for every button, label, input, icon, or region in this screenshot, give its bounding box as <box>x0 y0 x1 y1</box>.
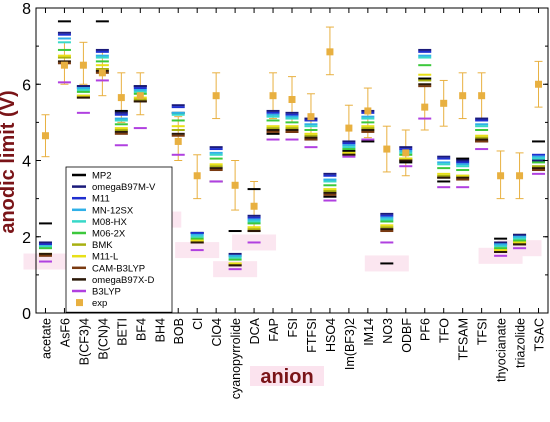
y-tick-label: 6 <box>22 77 31 94</box>
x-axis-title-highlight <box>250 366 324 386</box>
x-tick-label: PF6 <box>419 318 433 341</box>
x-tick-label: FTFSI <box>305 318 319 353</box>
x-tick-label: BH4 <box>153 318 167 342</box>
x-tick-label: BF4 <box>134 318 148 341</box>
exp-marker <box>345 124 353 132</box>
legend-label: MN-12SX <box>92 205 134 216</box>
legend-label: BMK <box>92 240 113 251</box>
exp-marker <box>326 48 334 56</box>
exp-marker <box>41 132 49 140</box>
legend: MP2omegaB97M-VM11MN-12SXM08-HXM06-2XBMKM… <box>65 166 173 313</box>
x-tick-label: Im(BF3)2 <box>343 318 357 370</box>
y-axis-title: anodic limit (V) <box>0 90 19 233</box>
x-tick-label: Cl <box>191 318 205 330</box>
y-tick-label: 2 <box>22 230 31 247</box>
exp-marker <box>193 172 201 180</box>
x-tick-label: DCA <box>248 317 262 344</box>
x-tick-label: FAP <box>267 318 281 342</box>
exp-marker <box>79 61 87 69</box>
exp-marker <box>288 96 296 103</box>
legend-label: omegaB97M-V <box>92 182 156 193</box>
exp-marker <box>459 92 467 100</box>
x-tick-label: B(CF3)4 <box>77 318 91 365</box>
exp-marker <box>98 69 106 77</box>
exp-marker <box>307 113 315 121</box>
x-tick-label: AsF6 <box>58 318 72 347</box>
exp-marker <box>421 103 429 111</box>
x-tick-label: cyanopyrrolide <box>229 318 243 399</box>
exp-marker <box>250 202 258 210</box>
exp-marker <box>497 172 505 180</box>
exp-marker <box>440 99 448 107</box>
x-tick-label: TSAC <box>533 318 547 351</box>
legend-box <box>65 166 173 313</box>
x-tick-label: ClO4 <box>210 318 224 347</box>
exp-marker <box>212 92 220 100</box>
legend-label: omegaB97X-D <box>92 275 154 286</box>
legend-label: B3LYP <box>92 287 121 298</box>
x-tick-label: BETI <box>115 318 129 346</box>
legend-label: M06-2X <box>92 229 126 240</box>
exp-marker <box>478 92 486 100</box>
legend-label: M08-HX <box>92 217 128 228</box>
legend-label: M11 <box>92 194 110 205</box>
exp-marker <box>535 80 543 88</box>
exp-marker <box>174 137 182 145</box>
x-tick-label: TFSI <box>476 318 490 345</box>
exp-marker <box>364 107 372 115</box>
exp-marker <box>136 92 144 100</box>
x-tick-label: ODBF <box>400 318 414 353</box>
legend-label: exp <box>92 298 107 309</box>
x-tick-label: IM14 <box>362 318 376 346</box>
x-tick-label: FSI <box>286 318 300 337</box>
y-tick-label: 4 <box>22 154 31 171</box>
x-tick-label: NO3 <box>381 318 395 344</box>
legend-label: CAM-B3LYP <box>92 263 145 274</box>
legend-label: MP2 <box>92 171 112 182</box>
x-tick-label: BOB <box>172 318 186 344</box>
legend-swatch-exp <box>76 299 83 307</box>
x-axis-title: anion <box>260 366 313 388</box>
exp-marker <box>269 92 277 100</box>
x-tick-label: B(CN)4 <box>96 318 110 360</box>
exp-marker <box>231 181 239 189</box>
y-tick-label: 0 <box>22 306 31 323</box>
x-tick-label: TFO <box>438 318 452 343</box>
y-tick-label: 8 <box>22 1 31 18</box>
exp-marker <box>117 94 125 102</box>
exp-marker <box>383 145 391 153</box>
x-tick-label: triazolide <box>514 318 528 368</box>
x-tick-label: HSO4 <box>324 318 338 352</box>
exp-marker <box>402 149 410 157</box>
x-tick-label: acetate <box>39 318 53 359</box>
legend-label: M11-L <box>92 252 118 263</box>
exp-marker <box>516 172 524 180</box>
x-tick-label: TFSAM <box>457 318 471 360</box>
exp-marker <box>60 61 68 69</box>
x-tick-label: thyocianate <box>495 318 509 382</box>
